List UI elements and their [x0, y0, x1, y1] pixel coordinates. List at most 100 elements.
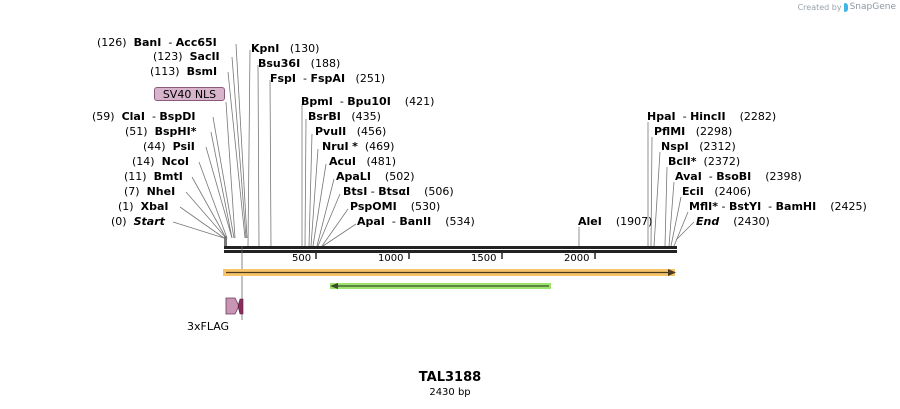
- enzyme-name: PsiI: [172, 140, 195, 153]
- site-position: (51): [125, 125, 148, 138]
- enzyme-name: FspAI: [310, 72, 346, 85]
- site-position: (2430): [733, 215, 770, 228]
- site-pflmi[interactable]: PflMI (2298): [654, 125, 732, 138]
- enzyme-name: BamHI: [775, 200, 817, 213]
- enzyme-name: NcoI: [161, 155, 189, 168]
- enzyme-name: AcuI: [329, 155, 356, 168]
- enzyme-name: HincII: [690, 110, 726, 123]
- enzyme-name: NruI: [322, 140, 349, 153]
- enzyme-name: Bsu36I: [258, 57, 301, 70]
- site-position: (123): [153, 50, 183, 63]
- enzyme-name: BanI: [133, 36, 162, 49]
- site-position: (251): [355, 72, 386, 85]
- site-connectors: [172, 43, 695, 247]
- site-end[interactable]: End (2430): [696, 215, 770, 228]
- site-position: (534): [445, 215, 475, 228]
- site-position: (126): [97, 36, 127, 49]
- site-avai-bsobi[interactable]: AvaI - BsoBI (2398): [675, 170, 802, 183]
- enzyme-name: AleI: [578, 215, 602, 228]
- site-ecii[interactable]: EciI (2406): [682, 185, 751, 198]
- enzyme-name: Acc65I: [175, 36, 217, 49]
- site-sacii[interactable]: (123) SacII: [153, 50, 220, 63]
- site-nhei[interactable]: (7) NheI: [124, 185, 175, 198]
- site-bsphi[interactable]: (51) BspHI*: [125, 125, 196, 138]
- enzyme-name: AvaI: [675, 170, 702, 183]
- site-btsi-btsai[interactable]: BtsI - BtsαI (506): [343, 185, 454, 198]
- site-position: (113): [150, 65, 180, 78]
- site-bsrbi[interactable]: BsrBI (435): [308, 110, 381, 123]
- site-position: (2398): [765, 170, 802, 183]
- enzyme-name: BtsI: [343, 185, 368, 198]
- snapgene-credit: Created by SnapGene: [798, 2, 896, 12]
- site-apali[interactable]: ApaLI (502): [336, 170, 415, 183]
- site-mfli-bstyi-bamhi[interactable]: MflI* - BstYI - BamHI (2425): [689, 200, 867, 213]
- site-position: (456): [356, 125, 387, 138]
- site-apai-banii[interactable]: ApaI - BanII (534): [357, 215, 475, 228]
- site-pvuii[interactable]: PvuII (456): [315, 125, 386, 138]
- site-nspi[interactable]: NspI (2312): [661, 140, 736, 153]
- start-label: Start: [133, 215, 165, 228]
- backbone-bottom-strand: [224, 250, 677, 253]
- site-ncoi[interactable]: (14) NcoI: [132, 155, 189, 168]
- site-position: (481): [366, 155, 397, 168]
- enzyme-name: BtsαI: [378, 185, 411, 198]
- site-xbai[interactable]: (1) XbaI: [118, 200, 168, 213]
- site-fspi-fspai[interactable]: FspI - FspAI (251): [270, 72, 386, 85]
- enzyme-name: BmtI: [153, 170, 183, 183]
- enzyme-name: NspI: [661, 140, 689, 153]
- site-position: (421): [404, 95, 435, 108]
- flag-feature[interactable]: [225, 297, 244, 315]
- site-position: (11): [124, 170, 147, 183]
- sv40-nls-feature[interactable]: SV40 NLS: [154, 87, 225, 101]
- enzyme-name: BsrBI: [308, 110, 341, 123]
- sequence-name: TAL3188: [418, 370, 482, 385]
- orange-feature-arrow[interactable]: [223, 269, 676, 276]
- start-marker: [224, 236, 227, 246]
- enzyme-name: MflI: [689, 200, 713, 213]
- site-hpai-hincii[interactable]: HpaI - HincII (2282): [647, 110, 777, 123]
- enzyme-name: BstYI: [728, 200, 762, 213]
- enzyme-name: EciI: [682, 185, 704, 198]
- enzyme-name: PspOMI: [350, 200, 397, 213]
- site-bani-acc65i[interactable]: (126) BanI - Acc65I: [97, 36, 217, 49]
- enzyme-name: KpnI: [251, 42, 280, 55]
- tick-label-1000: 1000: [378, 253, 404, 264]
- enzyme-name: NheI: [146, 185, 176, 198]
- enzyme-name: BsmI: [186, 65, 218, 78]
- site-alei[interactable]: AleI (1907): [578, 215, 652, 228]
- site-position: (44): [143, 140, 166, 153]
- tick-label-2000: 2000: [564, 253, 590, 264]
- site-position: (2312): [699, 140, 736, 153]
- site-bsmi[interactable]: (113) BsmI: [150, 65, 217, 78]
- site-kpni[interactable]: KpnI (130): [251, 42, 319, 55]
- enzyme-name: BspDI: [159, 110, 196, 123]
- site-psii[interactable]: (44) PsiI: [143, 140, 195, 153]
- site-acui[interactable]: AcuI (481): [329, 155, 396, 168]
- enzyme-name: FspI: [270, 72, 297, 85]
- site-pspomi[interactable]: PspOMI (530): [350, 200, 440, 213]
- site-position: (1907): [615, 215, 653, 228]
- site-position: (59): [92, 110, 115, 123]
- snapgene-logo-icon: [843, 2, 848, 12]
- site-position: (2425): [830, 200, 867, 213]
- enzyme-name: BspHI: [154, 125, 191, 138]
- site-position: (2282): [739, 110, 777, 123]
- site-clai-bspdi[interactable]: (59) ClaI - BspDI: [92, 110, 196, 123]
- tick-label-1500: 1500: [471, 253, 497, 264]
- enzyme-name: SacII: [189, 50, 220, 63]
- site-position: (188): [310, 57, 341, 70]
- backbone-top-strand: [224, 246, 677, 249]
- green-feature-arrow[interactable]: [330, 283, 551, 289]
- site-position: (130): [289, 42, 320, 55]
- site-bpmi-bpu10i[interactable]: BpmI - Bpu10I (421): [301, 95, 435, 108]
- site-bsu36i[interactable]: Bsu36I (188): [258, 57, 340, 70]
- site-bmti[interactable]: (11) BmtI: [124, 170, 183, 183]
- site-nrui[interactable]: NruI * (469): [322, 140, 394, 153]
- enzyme-name: Bpu10I: [347, 95, 391, 108]
- credit-prefix: Created by: [797, 2, 842, 12]
- site-bcli[interactable]: BclI* (2372): [668, 155, 740, 168]
- enzyme-name: PvuII: [315, 125, 347, 138]
- tick-label-500: 500: [292, 253, 312, 264]
- site-start[interactable]: (0) Start: [111, 215, 165, 228]
